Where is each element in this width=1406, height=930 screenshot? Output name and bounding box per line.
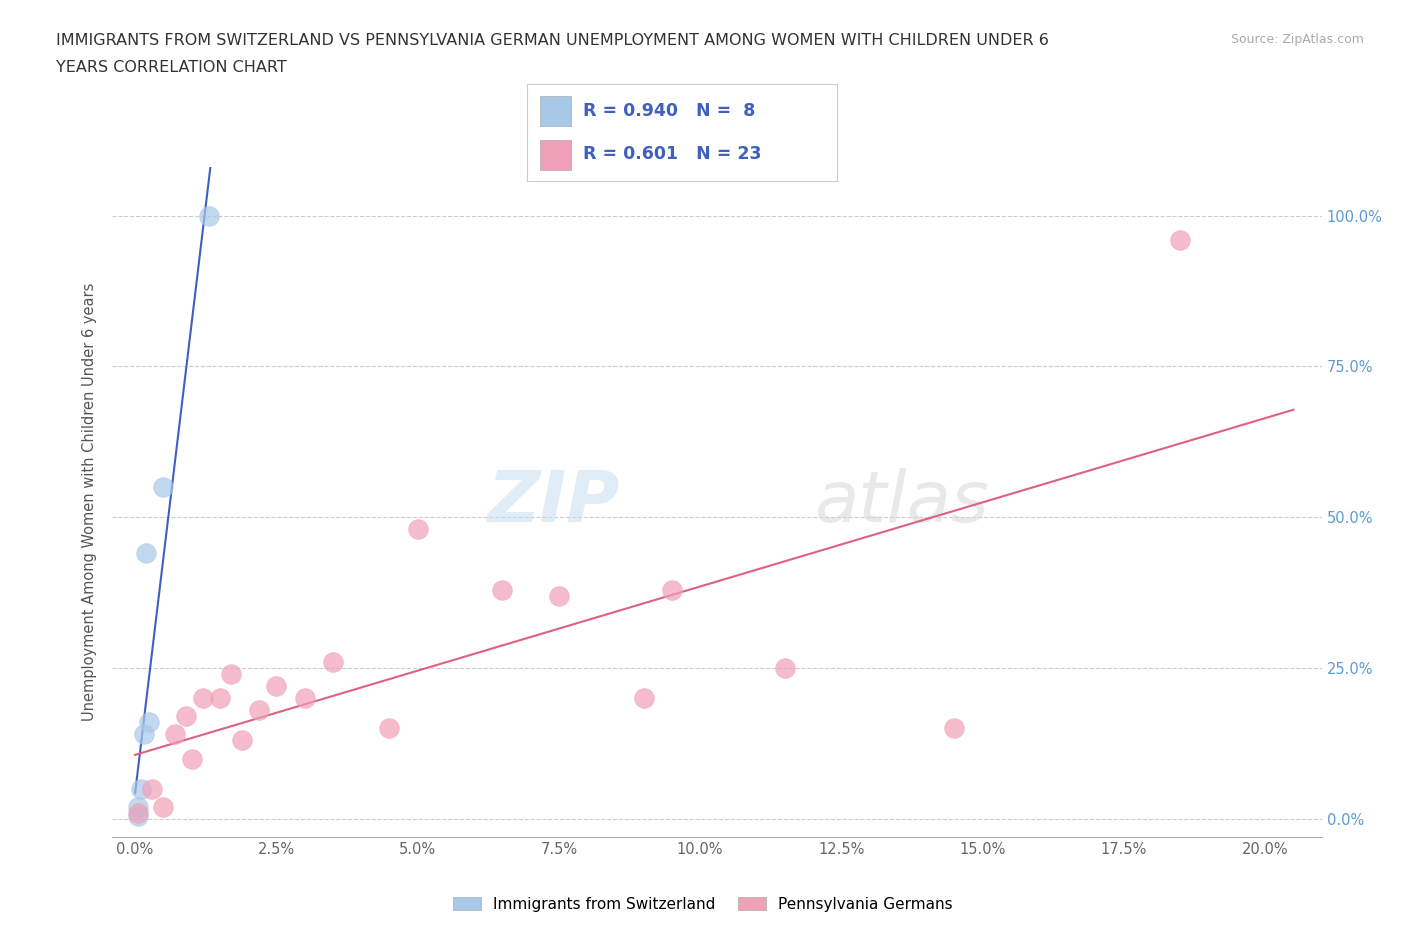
Point xyxy=(127,800,149,815)
Text: R = 0.940   N =  8: R = 0.940 N = 8 xyxy=(583,101,755,120)
Point xyxy=(141,781,163,796)
Point xyxy=(247,703,270,718)
Point xyxy=(180,751,202,766)
Text: IMMIGRANTS FROM SWITZERLAND VS PENNSYLVANIA GERMAN UNEMPLOYMENT AMONG WOMEN WITH: IMMIGRANTS FROM SWITZERLAND VS PENNSYLVA… xyxy=(56,33,1049,47)
Point xyxy=(378,721,401,736)
Point xyxy=(294,691,316,706)
Point xyxy=(773,660,796,675)
Point xyxy=(231,733,253,748)
Text: Source: ZipAtlas.com: Source: ZipAtlas.com xyxy=(1230,33,1364,46)
Point xyxy=(127,805,149,820)
Point xyxy=(943,721,966,736)
Legend: Immigrants from Switzerland, Pennsylvania Germans: Immigrants from Switzerland, Pennsylvani… xyxy=(447,890,959,918)
Point xyxy=(135,546,157,561)
Point xyxy=(547,589,569,604)
Point xyxy=(152,480,174,495)
Point xyxy=(406,522,429,537)
Text: ZIP: ZIP xyxy=(488,468,620,537)
Point xyxy=(152,800,174,815)
Point xyxy=(219,667,242,682)
Bar xyxy=(540,140,571,169)
Point xyxy=(197,208,219,223)
Point xyxy=(191,691,214,706)
Point xyxy=(132,727,155,742)
Bar xyxy=(540,97,571,126)
Text: YEARS CORRELATION CHART: YEARS CORRELATION CHART xyxy=(56,60,287,75)
Point xyxy=(633,691,655,706)
Point xyxy=(208,691,231,706)
Point xyxy=(661,582,683,597)
Point xyxy=(138,715,160,730)
Text: atlas: atlas xyxy=(814,468,988,537)
Point xyxy=(163,727,186,742)
Y-axis label: Unemployment Among Women with Children Under 6 years: Unemployment Among Women with Children U… xyxy=(82,283,97,722)
Point xyxy=(322,655,344,670)
Text: R = 0.601   N = 23: R = 0.601 N = 23 xyxy=(583,145,762,164)
Point xyxy=(491,582,513,597)
Point xyxy=(174,709,197,724)
Point xyxy=(1170,232,1192,247)
Point xyxy=(129,781,152,796)
Point xyxy=(127,808,149,823)
Point xyxy=(266,679,288,694)
